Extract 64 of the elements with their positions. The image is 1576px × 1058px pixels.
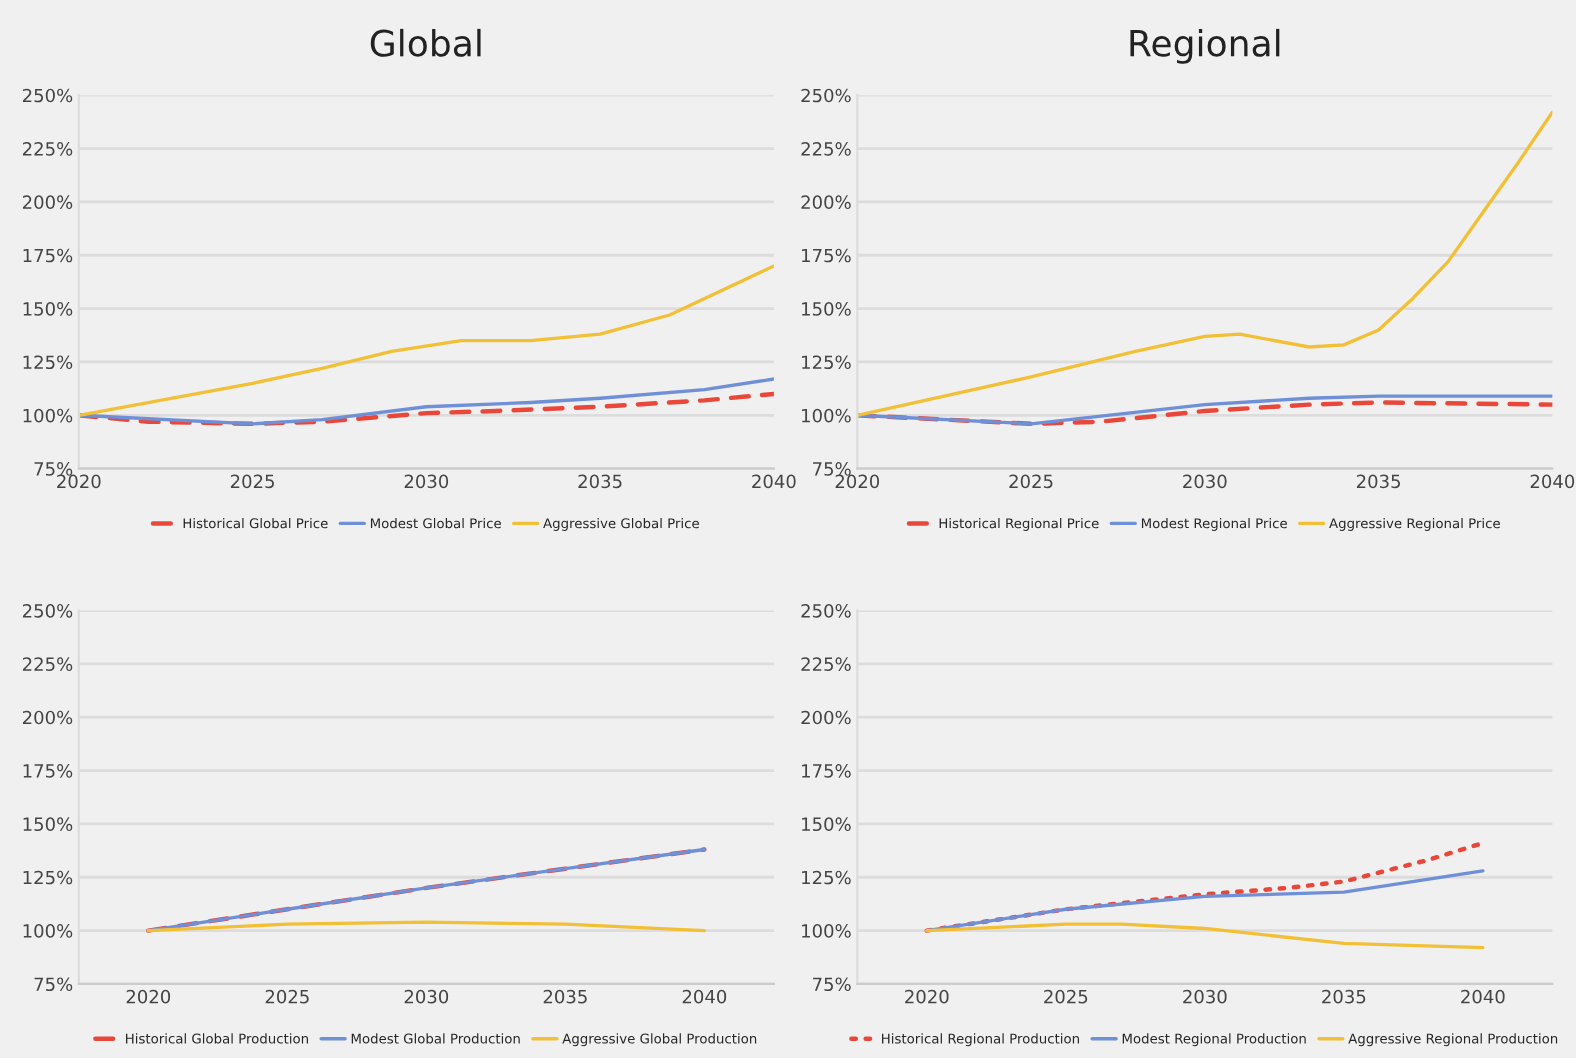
x-tick-label: 2035 bbox=[543, 989, 587, 1004]
line-series bbox=[146, 847, 707, 933]
y-tick-label: 125% bbox=[802, 870, 851, 885]
y-tick-label: 75% bbox=[34, 977, 73, 992]
x-tick-label: 2020 bbox=[126, 989, 171, 1004]
y-tick-label: 200% bbox=[801, 710, 851, 725]
y-tick-label: 100% bbox=[802, 924, 851, 938]
x-tick-label: 2020 bbox=[835, 474, 880, 489]
x-tick-label: 2025 bbox=[265, 989, 309, 1004]
y-tick-label: 150% bbox=[802, 302, 851, 316]
line-series bbox=[857, 400, 1553, 427]
x-tick-label: 2035 bbox=[1356, 474, 1400, 489]
y-tick-label: 75% bbox=[813, 462, 851, 476]
y-tick-label: 175% bbox=[802, 248, 851, 263]
chart-title: Regional bbox=[1130, 28, 1280, 64]
line-series bbox=[857, 394, 1553, 426]
y-tick-label: 250% bbox=[22, 88, 73, 103]
y-tick-label: 100% bbox=[23, 408, 73, 423]
y-tick-label: 100% bbox=[23, 924, 73, 938]
y-tick-label: 175% bbox=[802, 764, 851, 778]
y-tick-label: 175% bbox=[23, 764, 73, 778]
y-tick-label: 250% bbox=[801, 88, 851, 103]
line-series bbox=[925, 922, 1485, 950]
y-tick-label: 200% bbox=[22, 710, 73, 725]
y-tick-label: 200% bbox=[801, 195, 851, 210]
x-tick-label: 2030 bbox=[404, 989, 449, 1004]
line-series bbox=[78, 264, 774, 417]
x-tick-label: 2025 bbox=[230, 474, 274, 489]
y-tick-label: 100% bbox=[802, 408, 851, 423]
y-tick-label: 225% bbox=[22, 657, 73, 671]
y-tick-label: 125% bbox=[23, 870, 73, 885]
line-series bbox=[925, 869, 1485, 933]
x-tick-label: 2040 bbox=[752, 474, 796, 489]
y-tick-label: 225% bbox=[801, 657, 851, 671]
x-tick-label: 2040 bbox=[1530, 474, 1575, 489]
x-tick-label: 2020 bbox=[905, 989, 949, 1004]
x-tick-label: 2040 bbox=[1461, 989, 1505, 1004]
y-tick-label: 225% bbox=[801, 142, 851, 156]
y-tick-label: 75% bbox=[34, 462, 73, 476]
line-series bbox=[78, 377, 774, 426]
x-tick-label: 2025 bbox=[1009, 474, 1053, 489]
y-tick-label: 150% bbox=[802, 817, 851, 832]
y-tick-label: 250% bbox=[801, 603, 851, 618]
y-tick-label: 125% bbox=[802, 355, 851, 370]
x-tick-label: 2020 bbox=[57, 474, 101, 489]
x-tick-label: 2040 bbox=[682, 989, 727, 1004]
x-tick-label: 2030 bbox=[404, 474, 449, 489]
line-series bbox=[78, 391, 774, 427]
y-tick-label: 150% bbox=[23, 817, 73, 832]
x-tick-label: 2030 bbox=[1183, 989, 1227, 1004]
y-tick-label: 125% bbox=[23, 355, 73, 370]
x-tick-label: 2025 bbox=[1044, 989, 1088, 1004]
y-tick-label: 150% bbox=[23, 302, 73, 316]
y-tick-label: 250% bbox=[22, 603, 73, 618]
y-tick-label: 175% bbox=[23, 248, 73, 263]
line-series bbox=[924, 840, 1486, 933]
x-tick-label: 2035 bbox=[1322, 989, 1366, 1004]
x-tick-label: 2030 bbox=[1183, 474, 1227, 489]
y-tick-label: 200% bbox=[22, 195, 73, 210]
y-tick-label: 75% bbox=[813, 977, 851, 992]
x-tick-label: 2035 bbox=[578, 474, 622, 489]
y-tick-label: 225% bbox=[22, 142, 73, 156]
line-series bbox=[857, 110, 1553, 417]
chart-title: Global bbox=[370, 28, 481, 57]
